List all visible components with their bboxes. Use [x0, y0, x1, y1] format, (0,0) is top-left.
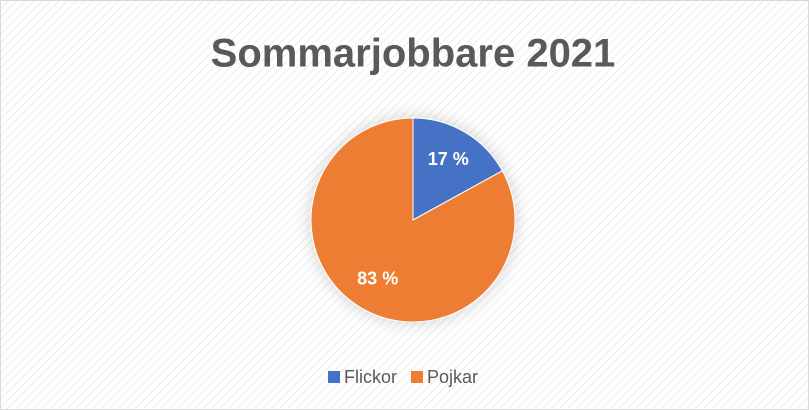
pie-slice — [310, 117, 516, 323]
chart-title: Sommarjobbare 2021 — [211, 32, 616, 76]
data-label: 83 % — [357, 268, 398, 288]
legend-label: Flickor — [344, 367, 397, 387]
data-label: 17 % — [428, 149, 469, 169]
pie-slice — [412, 117, 504, 221]
pie — [310, 117, 516, 323]
legend-label: Pojkar — [427, 367, 478, 387]
legend-swatch — [411, 371, 423, 383]
legend-swatch — [328, 371, 340, 383]
